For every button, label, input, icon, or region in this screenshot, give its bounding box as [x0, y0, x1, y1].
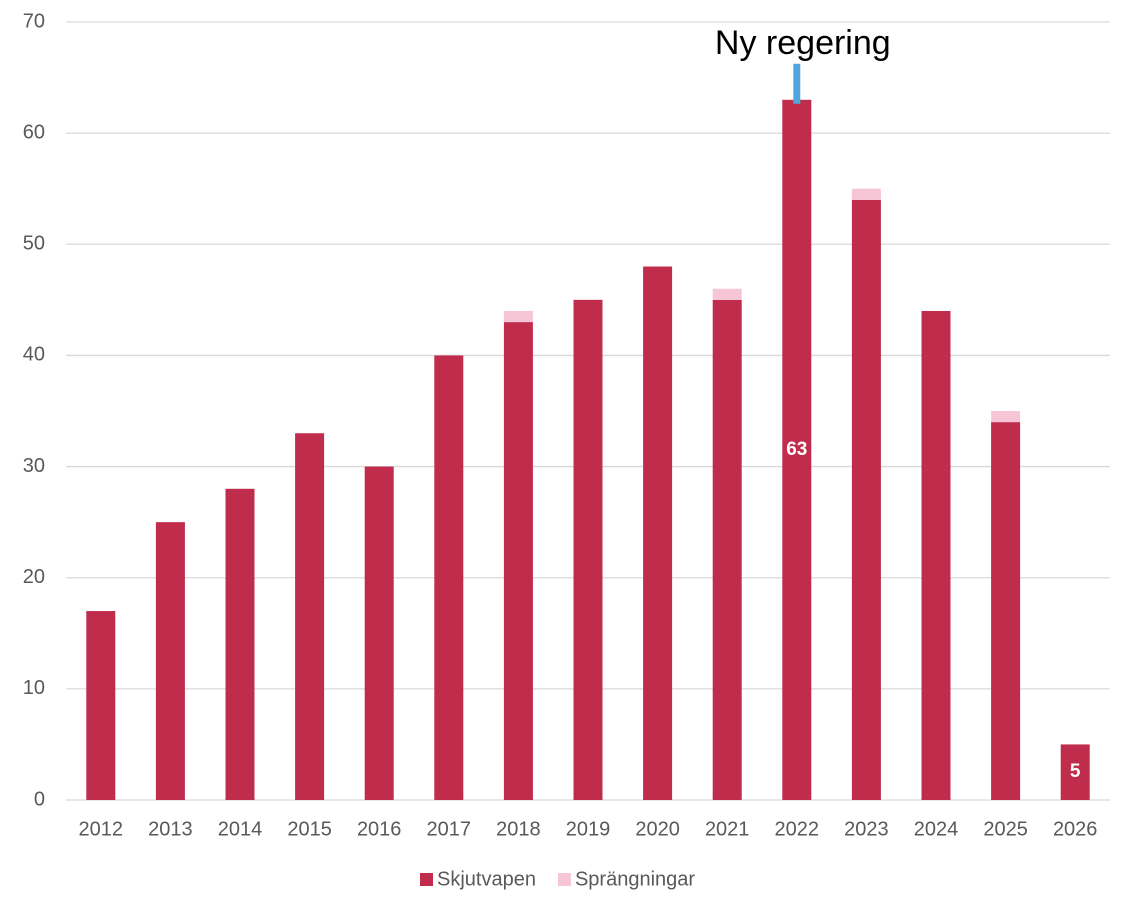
x-tick-label: 2013: [148, 818, 193, 840]
bar: [1060, 744, 1090, 800]
y-tick-label: 50: [23, 233, 45, 255]
bar: [991, 411, 1021, 423]
y-tick-label: 40: [23, 344, 45, 366]
x-tick-label: 2021: [705, 818, 750, 840]
x-tick-label: 2015: [287, 818, 332, 840]
bar: [851, 188, 881, 200]
bar: [295, 433, 325, 800]
x-tick-label: 2014: [218, 818, 263, 840]
legend-swatch: [420, 873, 433, 886]
bar: [86, 611, 116, 800]
bar: [782, 99, 812, 801]
bar: [155, 522, 185, 800]
bar: [851, 199, 881, 801]
legend-label: Sprängningar: [575, 868, 695, 890]
y-tick-label: 10: [23, 677, 45, 699]
y-tick-label: 70: [23, 10, 45, 32]
x-tick-label: 2018: [496, 818, 541, 840]
y-tick-label: 20: [23, 566, 45, 588]
x-tick-label: 2024: [914, 818, 959, 840]
bar: [712, 299, 742, 800]
bar: [503, 310, 533, 323]
x-tick-label: 2012: [79, 818, 124, 840]
x-tick-label: 2022: [775, 818, 820, 840]
data-label: 63: [786, 439, 807, 460]
bar: [991, 422, 1021, 800]
x-tick-label: 2023: [844, 818, 889, 840]
x-tick-label: 2026: [1053, 818, 1098, 840]
bar: [643, 266, 673, 800]
x-tick-label: 2017: [427, 818, 472, 840]
bar: [434, 355, 464, 800]
x-tick-label: 2019: [566, 818, 611, 840]
bar: [225, 488, 255, 800]
bar: [712, 288, 742, 300]
bar: [921, 310, 951, 800]
x-tick-label: 2020: [635, 818, 680, 840]
bar: [364, 466, 394, 800]
x-tick-label: 2016: [357, 818, 402, 840]
x-tick-label: 2025: [983, 818, 1028, 840]
y-tick-label: 0: [34, 788, 45, 810]
legend-label: Skjutvapen: [437, 868, 536, 890]
y-tick-label: 60: [23, 121, 45, 143]
legend-swatch: [557, 873, 571, 886]
annotation: Ny regering: [715, 24, 891, 62]
bar: [573, 299, 603, 800]
y-tick-label: 30: [23, 455, 45, 477]
bar: [503, 322, 533, 800]
data-label: 5: [1070, 761, 1081, 782]
